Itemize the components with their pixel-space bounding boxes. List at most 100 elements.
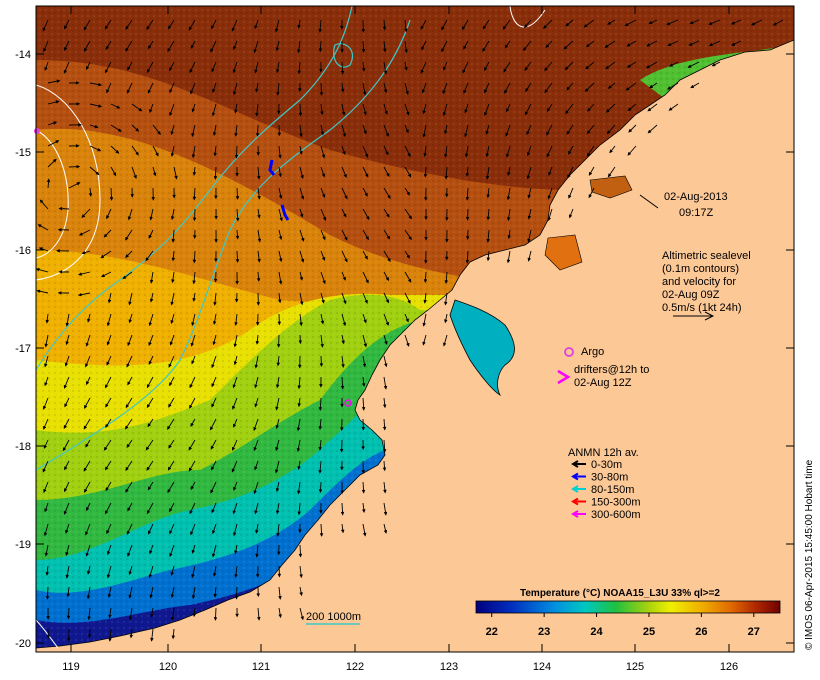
- velocity-arrowhead: [151, 196, 155, 201]
- velocity-arrowhead: [234, 109, 238, 114]
- timestamp-time: 09:17Z: [679, 207, 714, 219]
- velocity-arrowhead: [504, 44, 509, 49]
- velocity-arrowhead: [503, 68, 507, 73]
- velocity-arrowhead: [191, 574, 195, 579]
- velocity-arrowhead: [129, 634, 133, 639]
- velocity-arrowhead: [299, 322, 303, 327]
- velocity-arrowhead: [506, 153, 510, 158]
- velocity-arrowhead: [365, 153, 369, 158]
- velocity-arrowhead: [128, 594, 132, 599]
- velocity-arrowhead: [319, 363, 324, 368]
- velocity-arrowhead: [365, 279, 369, 284]
- velocity-arrowhead: [318, 469, 322, 474]
- velocity-arrowhead: [148, 322, 152, 327]
- velocity-arrowhead: [322, 236, 326, 241]
- anmn-legend: ANMN 12h av. 0-30m30-80m80-150m150-300m3…: [568, 447, 641, 521]
- velocity-arrowhead: [255, 112, 259, 117]
- velocity-arrowhead: [386, 235, 391, 240]
- lon-tick-label: 120: [159, 661, 177, 673]
- velocity-arrowhead: [101, 273, 105, 277]
- velocity-arrowhead: [148, 235, 152, 239]
- velocity-arrowhead: [235, 280, 239, 285]
- velocity-arrowhead: [278, 154, 282, 159]
- velocity-arrowhead: [150, 637, 154, 642]
- velocity-arrowhead: [278, 614, 282, 619]
- velocity-arrowhead: [43, 425, 47, 430]
- velocity-arrowhead: [107, 594, 112, 598]
- velocity-arrowhead: [87, 616, 91, 621]
- velocity-arrowhead: [382, 467, 387, 472]
- velocity-arrowhead: [385, 151, 389, 156]
- velocity-arrowhead: [235, 235, 240, 240]
- isobath-200m: [36, 19, 411, 471]
- argo-legend-label: Argo: [581, 346, 604, 358]
- velocity-arrowhead: [277, 321, 281, 326]
- velocity-arrowhead: [135, 128, 140, 132]
- velocity-arrowhead: [44, 363, 48, 368]
- velocity-arrowhead: [385, 133, 389, 138]
- outflow-patch: [589, 175, 633, 199]
- velocity-arrowhead: [233, 486, 237, 491]
- velocity-arrowhead: [190, 423, 194, 427]
- velocity-arrowhead: [342, 151, 346, 156]
- velocity-arrowhead: [524, 67, 528, 71]
- velocity-arrowhead: [55, 100, 60, 104]
- velocity-arrowhead: [279, 217, 283, 222]
- velocity-arrowhead: [190, 531, 194, 536]
- velocity-arrowhead: [424, 216, 428, 221]
- velocity-arrowhead: [361, 426, 365, 431]
- velocity-arrowhead: [87, 634, 92, 639]
- velocity-arrowhead: [486, 216, 490, 221]
- argo-float-west: [34, 128, 40, 134]
- velocity-arrowhead: [235, 613, 239, 618]
- lon-tick-label: 125: [626, 661, 644, 673]
- velocity-arrowhead: [66, 593, 70, 598]
- velocity-arrowhead: [524, 111, 529, 116]
- velocity-arrowhead: [407, 153, 411, 158]
- velocity-arrowhead: [86, 507, 90, 512]
- velocity-arrowhead: [506, 259, 511, 264]
- velocity-arrowhead: [235, 298, 239, 303]
- velocity-arrowhead: [567, 174, 571, 179]
- velocity-arrowhead: [424, 260, 428, 264]
- velocity-arrowhead: [298, 340, 302, 345]
- velocity-arrowhead: [320, 320, 325, 325]
- velocity-arrowhead: [256, 573, 260, 578]
- velocity-arrowhead: [526, 131, 530, 136]
- velocity-arrowhead: [405, 318, 409, 323]
- velocity-arrowhead: [730, 21, 735, 25]
- scale-arrow-head: [704, 311, 715, 321]
- velocity-arrowhead: [52, 158, 57, 163]
- velocity-arrowhead: [172, 194, 176, 199]
- velocity-arrowhead: [105, 466, 109, 471]
- velocity-arrowhead: [42, 27, 46, 32]
- velocity-arrowhead: [340, 49, 344, 53]
- sealevel-contour-north: [509, 6, 546, 28]
- velocity-arrowhead: [423, 153, 427, 158]
- velocity-arrowhead: [343, 300, 347, 305]
- velocity-arrowhead: [275, 406, 279, 411]
- velocity-arrowhead: [445, 256, 449, 261]
- velocity-arrowhead: [731, 42, 736, 46]
- colorbar-tick-label: 27: [748, 626, 760, 638]
- velocity-arrowhead: [484, 67, 488, 72]
- velocity-arrowhead: [278, 595, 282, 600]
- velocity-arrowhead: [319, 92, 324, 96]
- velocity-arrowhead: [343, 213, 347, 218]
- velocity-arrowhead: [170, 594, 175, 599]
- velocity-arrowhead: [85, 443, 89, 448]
- velocity-arrowhead: [150, 279, 154, 284]
- velocity-arrowhead: [404, 66, 408, 71]
- velocity-arrowhead: [464, 109, 468, 114]
- velocity-arrowhead: [138, 108, 143, 112]
- velocity-arrowhead: [318, 446, 322, 451]
- velocity-arrowhead: [148, 574, 152, 579]
- lat-tick-label: -18: [15, 441, 31, 453]
- velocity-arrowhead: [192, 280, 196, 285]
- velocity-arrowhead: [278, 173, 282, 178]
- velocity-arrowhead: [649, 84, 653, 89]
- velocity-arrowhead: [211, 68, 215, 73]
- velocity-arrowhead: [214, 258, 218, 263]
- velocity-arrowhead: [256, 133, 260, 137]
- velocity-arrowhead: [343, 174, 347, 179]
